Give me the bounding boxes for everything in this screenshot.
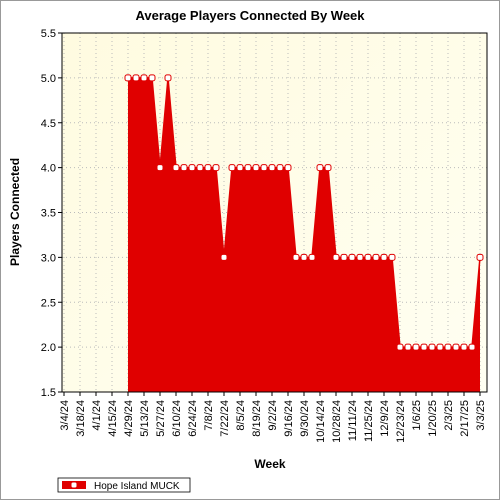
marker <box>444 343 452 351</box>
x-tick-label: 8/5/24 <box>235 400 247 431</box>
marker <box>316 164 324 172</box>
marker <box>324 164 332 172</box>
x-tick-label: 3/18/24 <box>75 400 87 437</box>
x-tick-label: 4/1/24 <box>91 400 103 431</box>
marker <box>340 253 348 261</box>
marker <box>132 74 140 82</box>
plot-layer: 1.5 2.0 2.5 3.0 3.5 4.0 4.5 5.0 5.5 3/4/24 3/18/24… <box>41 28 488 443</box>
legend <box>57 477 191 493</box>
x-tick-label: 6/24/24 <box>187 400 199 437</box>
marker <box>412 343 420 351</box>
x-tick-label: 4/15/24 <box>107 400 119 437</box>
y-tick-label: 5.0 <box>41 73 56 85</box>
marker <box>292 253 300 261</box>
y-tick-label: 4.5 <box>41 118 56 130</box>
marker <box>460 343 468 351</box>
y-axis-title: Players Connected <box>8 158 22 266</box>
marker <box>356 253 364 261</box>
legend-marker <box>70 481 78 489</box>
x-tick-label: 6/10/24 <box>171 400 183 437</box>
marker <box>436 343 444 351</box>
x-tick-label: 1/20/25 <box>427 400 439 437</box>
x-tick-label: 2/17/25 <box>459 400 471 437</box>
marker <box>388 253 396 261</box>
marker <box>212 164 220 172</box>
x-tick-label: 10/14/24 <box>315 400 327 443</box>
marker <box>332 253 340 261</box>
marker <box>276 164 284 172</box>
marker <box>308 253 316 261</box>
x-tick-label: 11/11/24 <box>347 400 359 441</box>
marker <box>468 343 476 351</box>
x-tick-label: 9/16/24 <box>283 400 295 437</box>
marker <box>380 253 388 261</box>
x-tick-label: 5/13/24 <box>139 400 151 437</box>
y-tick-label: 4.0 <box>41 163 56 175</box>
y-tick-label: 3.5 <box>41 208 56 220</box>
marker <box>236 164 244 172</box>
marker <box>156 164 164 172</box>
x-tick-label: 4/29/24 <box>123 400 135 437</box>
x-tick-label: 9/30/24 <box>299 400 311 437</box>
y-tick-label: 5.5 <box>41 28 56 40</box>
marker <box>300 253 308 261</box>
x-tick-label: 3/4/24 <box>59 400 71 431</box>
marker <box>260 164 268 172</box>
marker <box>268 164 276 172</box>
x-tick-label: 8/19/24 <box>251 400 263 437</box>
area <box>128 77 480 392</box>
y-tick-label: 2.5 <box>41 297 56 309</box>
marker <box>348 253 356 261</box>
marker <box>396 343 404 351</box>
marker <box>252 164 260 172</box>
marker <box>404 343 412 351</box>
marker <box>228 164 236 172</box>
x-tick-label: 7/8/24 <box>203 400 215 431</box>
marker <box>172 164 180 172</box>
marker <box>164 74 172 82</box>
marker <box>124 74 132 82</box>
y-tick-label: 1.5 <box>41 387 56 399</box>
marker <box>284 164 292 172</box>
x-tick-label: 5/27/24 <box>155 400 167 437</box>
marker <box>148 74 156 82</box>
x-tick-label: 1/6/25 <box>411 400 423 431</box>
x-tick-label: 3/3/25 <box>475 400 487 431</box>
marker <box>428 343 436 351</box>
marker <box>196 164 204 172</box>
x-axis-title: Week <box>254 457 285 471</box>
marker <box>452 343 460 351</box>
marker <box>220 253 228 261</box>
marker <box>364 253 372 261</box>
marker <box>204 164 212 172</box>
marker <box>372 253 380 261</box>
y-tick-label: 3.0 <box>41 252 56 264</box>
x-tick-label: 12/23/24 <box>395 400 407 443</box>
y-tick-label: 2.0 <box>41 342 56 354</box>
chart-title: Average Players Connected By Week <box>135 8 365 23</box>
marker <box>140 74 148 82</box>
marker <box>476 253 484 261</box>
plot-border <box>61 32 488 393</box>
x-tick-label: 10/28/24 <box>331 400 343 443</box>
legend-label: Hope Island MUCK <box>94 481 180 492</box>
marker <box>420 343 428 351</box>
x-tick-label: 2/3/25 <box>443 400 455 431</box>
x-tick-label: 12/9/24 <box>379 400 391 437</box>
x-tick-label: 9/2/24 <box>267 400 279 431</box>
x-tick-label: 7/22/24 <box>219 400 231 437</box>
x-tick-label: 11/25/24 <box>363 400 375 442</box>
marker <box>188 164 196 172</box>
marker <box>244 164 252 172</box>
marker <box>180 164 188 172</box>
